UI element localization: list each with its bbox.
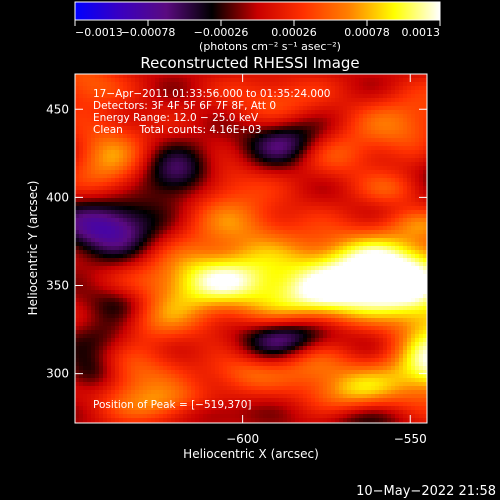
- y-axis-ticks: 300 350 400 450: [46, 102, 427, 381]
- colorbar-tick-label: 0.00026: [271, 26, 317, 39]
- colorbar-tick-label: −0.00026: [194, 26, 249, 39]
- x-tick-label: −550: [394, 432, 427, 446]
- annotation-detectors: Detectors: 3F 4F 5F 6F 7F 8F, Att 0: [93, 100, 276, 112]
- colorbar-gradient: [74, 1, 441, 21]
- colorbar-tick-label: 0.0013: [402, 26, 441, 39]
- y-tick-label: 450: [46, 102, 69, 116]
- peak-position-label: Position of Peak = [−519,370]: [93, 399, 252, 411]
- annotation-block: 17−Apr−2011 01:33:56.000 to 01:35:24.000…: [93, 88, 330, 136]
- colorbar-tick-label: −0.0013: [75, 26, 123, 39]
- x-axis-ticks: −600−550−500: [226, 74, 427, 446]
- plot-frame: [74, 73, 428, 424]
- y-tick-label: 400: [46, 190, 69, 204]
- colorbar: −0.0013−0.00078 −0.00026 0.00026 0.00078 0.0…: [74, 1, 441, 53]
- colorbar-ticks: −0.0013−0.00078 −0.00026 0.00026 0.00078 0.0…: [74, 20, 441, 39]
- x-tick-label: −600: [226, 432, 259, 446]
- annotation-time-range: 17−Apr−2011 01:33:56.000 to 01:35:24.000: [93, 88, 330, 100]
- footer-date: 10−May−2022 21:58: [356, 484, 496, 499]
- x-axis-label: Heliocentric X (arcsec): [183, 447, 319, 461]
- colorbar-unit-label: (photons cm⁻² s⁻¹ asec⁻²): [199, 40, 341, 53]
- chart-title: Reconstructed RHESSI Image: [140, 54, 359, 72]
- colorbar-tick-label: 0.00078: [344, 26, 390, 39]
- heatmap-image: [75, 74, 428, 424]
- annotation-energy-range: Energy Range: 12.0 − 25.0 keV: [93, 112, 259, 124]
- colorbar-tick-label: −0.00078: [121, 26, 176, 39]
- y-tick-label: 350: [46, 279, 69, 293]
- annotation-clean-counts: Clean Total counts: 4.16E+03: [93, 124, 262, 136]
- y-tick-label: 300: [46, 367, 69, 381]
- y-axis-label: Heliocentric Y (arcsec): [26, 181, 40, 316]
